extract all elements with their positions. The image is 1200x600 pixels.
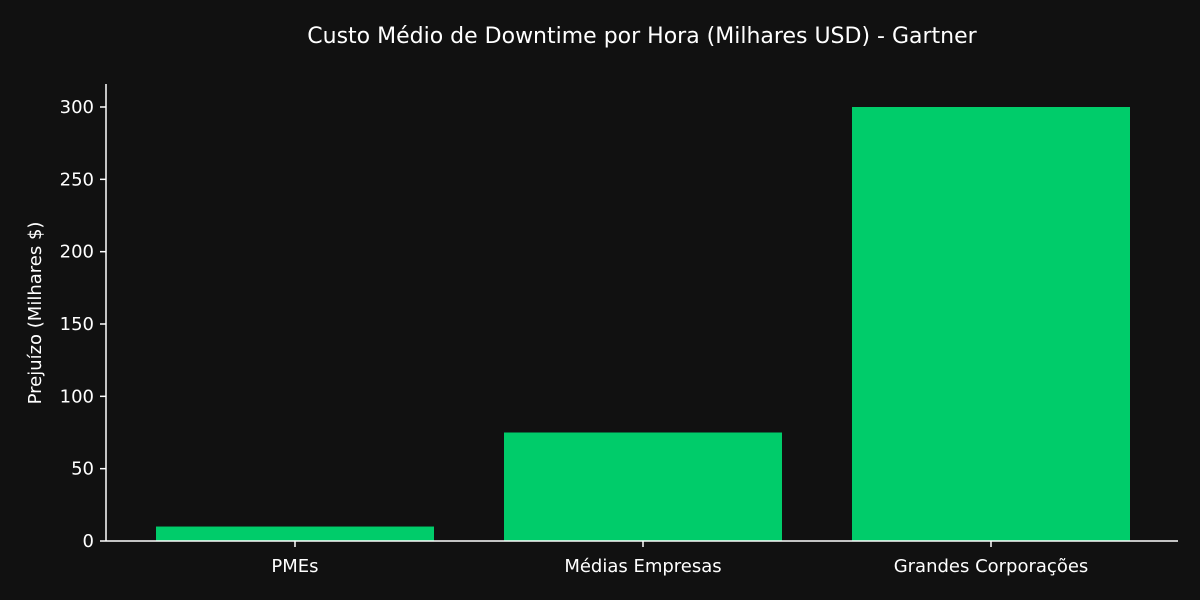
x-tick-label-1: PMEs [271,556,318,577]
x-tick-label-2: Médias Empresas [564,556,721,577]
bar-1 [156,526,434,541]
x-axis-ticks: PMEs Médias Empresas Grandes Corporações [271,541,1088,577]
y-tick-label-100: 100 [60,386,94,407]
x-tick-label-3: Grandes Corporações [894,556,1089,577]
y-tick-label-200: 200 [60,242,94,263]
y-tick-label-50: 50 [71,459,94,480]
y-axis-label: Prejuízo (Milhares $) [25,222,46,405]
chart-title: Custo Médio de Downtime por Hora (Milhar… [307,24,977,49]
y-tick-label-300: 300 [60,97,94,118]
y-axis-ticks: 0 50 100 150 200 250 300 [60,97,106,552]
y-tick-label-150: 150 [60,314,94,335]
bars-group [156,107,1130,541]
y-tick-label-250: 250 [60,169,94,190]
y-tick-label-0: 0 [83,531,94,552]
bar-2 [504,432,782,541]
bar-3 [852,107,1130,541]
